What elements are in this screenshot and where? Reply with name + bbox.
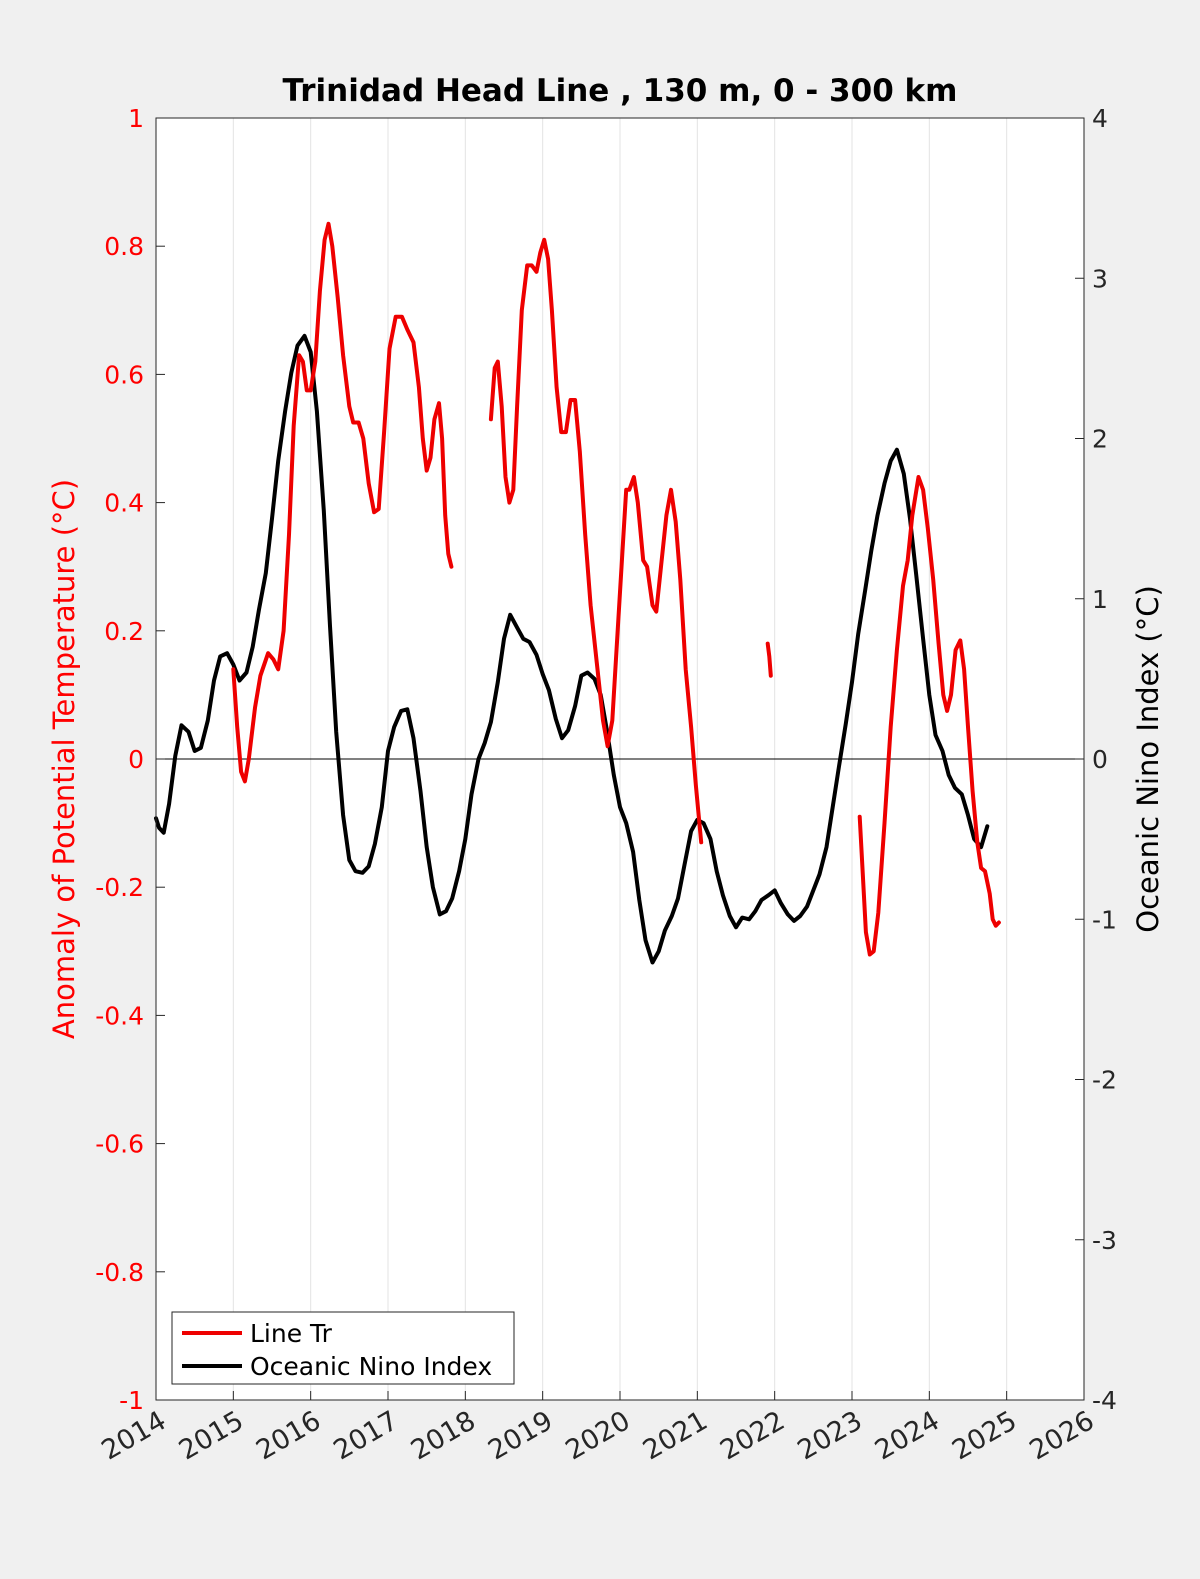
right-y-tick-labels: 4 3 2 1 0 -1 -2 -3 -4 (1092, 104, 1117, 1415)
legend-box (171, 1311, 515, 1385)
legend: Line Tr Oceanic Nino Index (171, 1311, 515, 1385)
series-oni-segment-0 (154, 333, 990, 965)
left-y-tick-label--0.4: -0.4 (95, 1001, 144, 1030)
left-y-tick-label-0.4: 0.4 (104, 489, 144, 518)
series-layer (154, 221, 1001, 965)
chart-title: Trinidad Head Line , 130 m, 0 - 300 km (283, 73, 958, 109)
right-y-tick-label-0: 0 (1092, 745, 1108, 774)
series-line-tr-segment-1 (488, 237, 704, 845)
left-y-tick-label--0.2: -0.2 (95, 873, 144, 902)
right-y-tick-label--4: -4 (1092, 1386, 1117, 1415)
left-y-tick-label-0: 0 (128, 745, 144, 774)
right-y-tick-label-1: 1 (1092, 585, 1108, 614)
left-y-tick-label--1: -1 (119, 1386, 144, 1415)
series-line-tr-segment-0 (231, 221, 454, 784)
left-y-tick-label-1: 1 (128, 104, 144, 133)
left-y-tick-label-0.2: 0.2 (104, 617, 144, 646)
right-y-tick-label--1: -1 (1092, 905, 1117, 934)
right-y-tick-label-4: 4 (1092, 104, 1108, 133)
right-y-tick-label--3: -3 (1092, 1226, 1117, 1255)
left-y-tick-label--0.8: -0.8 (95, 1258, 144, 1287)
legend-label-oni: Oceanic Nino Index (250, 1352, 492, 1381)
left-y-tick-label--0.6: -0.6 (95, 1130, 144, 1159)
left-y-tick-labels: 1 0.8 0.6 0.4 0.2 0 -0.2 -0.4 -0.6 -0.8 -1 (95, 104, 144, 1415)
left-y-tick-label-0.8: 0.8 (104, 232, 144, 261)
series-line-tr-segment-3 (857, 475, 1001, 957)
left-axis-label: Anomaly of Potential Temperature (°C) (47, 479, 81, 1039)
series-line-tr-segment-2 (765, 641, 773, 678)
right-y-tick-label-2: 2 (1092, 425, 1108, 454)
right-axis-label: Oceanic Nino Index (°C) (1131, 585, 1165, 933)
right-y-tick-label-3: 3 (1092, 264, 1108, 293)
left-y-tick-label-0.6: 0.6 (104, 360, 144, 389)
right-y-tick-label--2: -2 (1092, 1066, 1117, 1095)
legend-label-line-tr: Line Tr (250, 1319, 333, 1348)
tick-marks (155, 117, 1085, 1401)
